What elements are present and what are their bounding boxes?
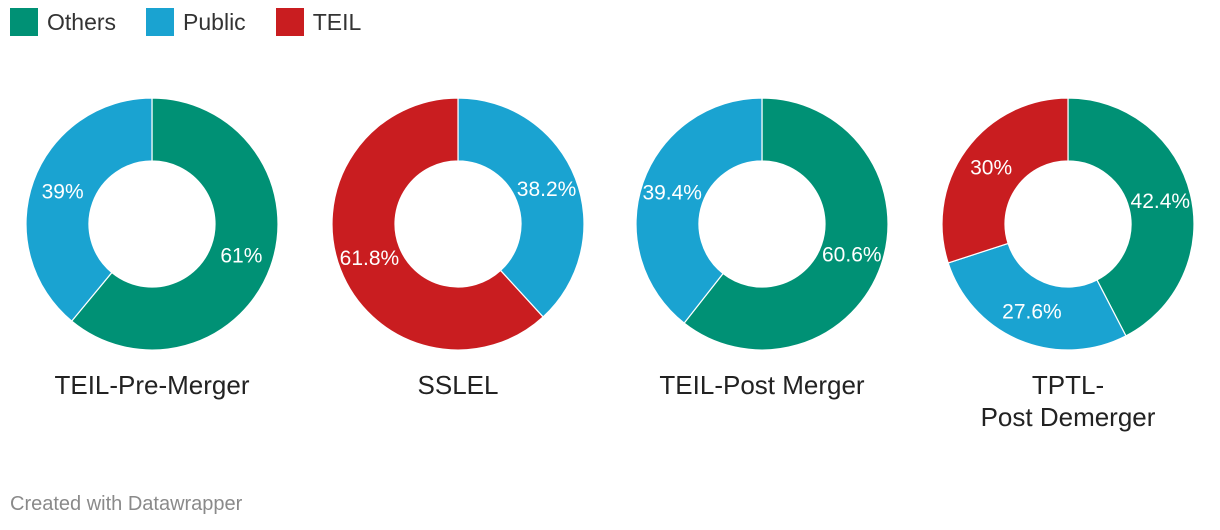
slice-label: 38.2% bbox=[517, 178, 577, 201]
donut-slice-others bbox=[1067, 97, 1195, 337]
slice-label: 61.8% bbox=[340, 247, 400, 270]
chart-title: TEIL-Pre-Merger bbox=[54, 370, 249, 400]
legend-label-others: Others bbox=[47, 9, 117, 35]
donut-chart-4: 42.4% 27.6% 30% TPTL-Post Demerger bbox=[941, 97, 1195, 432]
donut-chart-2: 38.2% 61.8% SSLEL bbox=[331, 97, 585, 400]
slice-label: 60.6% bbox=[822, 244, 882, 267]
legend-label-teil: TEIL bbox=[312, 9, 362, 35]
donut-chart-3: 60.6% 39.4% TEIL-Post Merger bbox=[635, 97, 889, 400]
donut-slice-public bbox=[635, 97, 763, 324]
chart-title: TEIL-Post Merger bbox=[659, 370, 865, 400]
slice-label: 30% bbox=[970, 157, 1012, 180]
legend-label-public: Public bbox=[183, 9, 246, 35]
slice-label: 42.4% bbox=[1131, 190, 1191, 213]
chart-title: SSLEL bbox=[418, 370, 499, 400]
chart-title: Post Demerger bbox=[981, 402, 1156, 432]
donut-slice-teil bbox=[941, 97, 1069, 264]
legend-item-public: Public bbox=[146, 8, 246, 36]
slice-label: 61% bbox=[220, 245, 262, 268]
donut-slice-public bbox=[457, 97, 585, 318]
legend-swatch-others bbox=[10, 8, 38, 36]
donut-slice-others bbox=[683, 97, 889, 351]
legend-swatch-public bbox=[146, 8, 175, 36]
slice-label: 39.4% bbox=[642, 181, 702, 204]
slice-label: 27.6% bbox=[1002, 300, 1062, 323]
donut-slice-public bbox=[947, 242, 1127, 351]
footer-credit: Created with Datawrapper bbox=[10, 493, 243, 515]
chart-title: TPTL- bbox=[1032, 370, 1104, 400]
legend: Others Public TEIL bbox=[10, 8, 361, 36]
legend-swatch-teil bbox=[275, 8, 304, 36]
legend-item-others: Others bbox=[10, 8, 116, 36]
donut-slice-public bbox=[25, 97, 153, 322]
legend-item-teil: TEIL bbox=[275, 8, 362, 36]
donut-slice-others bbox=[70, 97, 279, 351]
slice-label: 39% bbox=[42, 180, 84, 203]
donut-slice-teil bbox=[331, 97, 544, 351]
donut-chart-1: 61% 39% TEIL-Pre-Merger bbox=[25, 97, 279, 400]
